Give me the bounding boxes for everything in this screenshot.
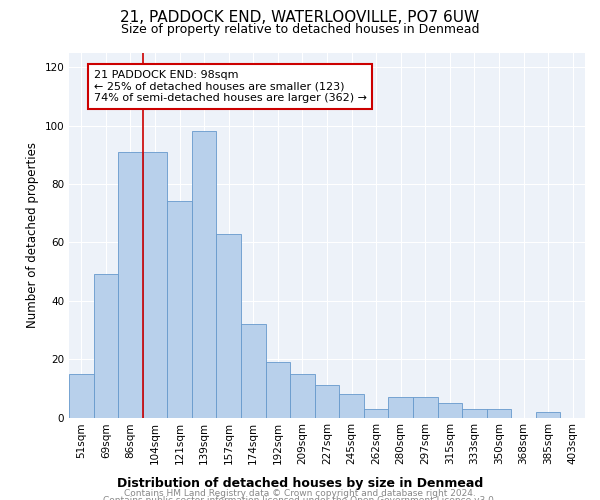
- Bar: [118, 152, 143, 417]
- Text: Size of property relative to detached houses in Denmead: Size of property relative to detached ho…: [121, 22, 479, 36]
- Text: 21, PADDOCK END, WATERLOOVILLE, PO7 6UW: 21, PADDOCK END, WATERLOOVILLE, PO7 6UW: [121, 10, 479, 25]
- Bar: [290, 374, 315, 418]
- Bar: [413, 397, 437, 417]
- Bar: [339, 394, 364, 417]
- Bar: [315, 386, 339, 418]
- Bar: [143, 152, 167, 417]
- Text: Contains HM Land Registry data © Crown copyright and database right 2024.: Contains HM Land Registry data © Crown c…: [124, 489, 476, 498]
- Bar: [462, 408, 487, 418]
- Text: 21 PADDOCK END: 98sqm
← 25% of detached houses are smaller (123)
74% of semi-det: 21 PADDOCK END: 98sqm ← 25% of detached …: [94, 70, 367, 103]
- Bar: [437, 403, 462, 417]
- Bar: [241, 324, 266, 418]
- Bar: [388, 397, 413, 417]
- Bar: [94, 274, 118, 418]
- Bar: [364, 408, 388, 418]
- Bar: [266, 362, 290, 418]
- Bar: [487, 408, 511, 418]
- Y-axis label: Number of detached properties: Number of detached properties: [26, 142, 39, 328]
- Bar: [217, 234, 241, 418]
- Bar: [192, 132, 217, 418]
- Bar: [536, 412, 560, 418]
- Bar: [167, 202, 192, 418]
- Text: Distribution of detached houses by size in Denmead: Distribution of detached houses by size …: [117, 478, 483, 490]
- Bar: [69, 374, 94, 418]
- Text: Contains public sector information licensed under the Open Government Licence v3: Contains public sector information licen…: [103, 496, 497, 500]
